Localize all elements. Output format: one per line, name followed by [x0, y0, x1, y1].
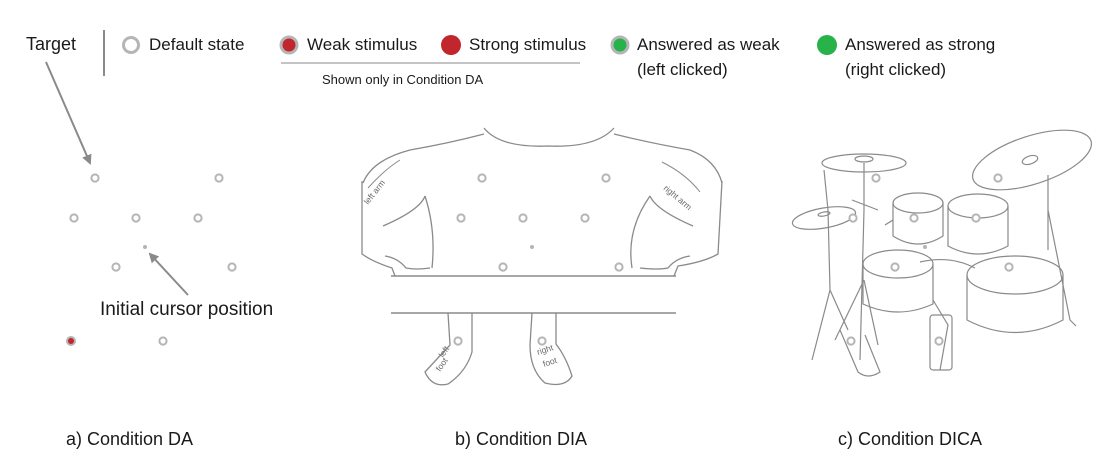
initial-cursor-label: Initial cursor position	[100, 299, 274, 320]
right-arm-tick	[661, 161, 701, 193]
legend-answered-strong-label: Answered as strong	[845, 35, 996, 54]
legend-answered-weak-marker	[610, 35, 630, 55]
caption-condition-dica: c) Condition DICA	[838, 429, 983, 449]
right-foot-outline	[529, 312, 573, 386]
right-arm-inner	[630, 195, 651, 269]
target-marker	[846, 336, 856, 346]
target-marker	[111, 262, 121, 272]
target-marker	[614, 262, 624, 272]
cymbal-crash	[791, 206, 857, 230]
target-arrow	[45, 61, 92, 165]
hihat-pedal	[839, 329, 881, 377]
target-marker	[601, 173, 611, 183]
body-left-shoulder	[362, 133, 485, 184]
target-marker	[214, 173, 224, 183]
target-marker	[909, 213, 919, 223]
target-marker	[580, 213, 590, 223]
legend-answered-weak-label: Answered as weak	[637, 35, 780, 54]
target-marker	[456, 213, 466, 223]
ride-stand	[1047, 175, 1077, 327]
bass-drum-top	[966, 255, 1064, 295]
target-marker	[498, 262, 508, 272]
left-arm-contour	[382, 195, 426, 227]
left-foot-outline	[424, 312, 473, 386]
legend-default-label: Default state	[149, 35, 245, 54]
target-marker	[518, 213, 528, 223]
legend-target-label: Target	[26, 34, 77, 54]
target-marker	[537, 336, 547, 346]
pedal	[929, 314, 953, 371]
target-marker	[890, 262, 900, 272]
cursor-arrow	[148, 252, 189, 296]
right-foot-label-1: right	[536, 342, 555, 357]
target-marker	[993, 173, 1003, 183]
target-marker	[871, 173, 881, 183]
right-arm-contour	[649, 195, 694, 227]
target-marker	[90, 173, 100, 183]
body-neck-outline	[483, 127, 615, 147]
initial-cursor-dot	[143, 245, 147, 249]
hihat-stand	[834, 163, 879, 361]
target-marker	[971, 213, 981, 223]
target-marker	[453, 336, 463, 346]
crash-stand	[811, 169, 849, 361]
target-marker	[69, 213, 79, 223]
legend-strong-label: Strong stimulus	[469, 35, 587, 54]
target-marker	[934, 336, 944, 346]
right-hand	[639, 255, 691, 270]
dica-cursor-dot	[923, 245, 927, 249]
right-foot-label-2: foot	[542, 355, 559, 369]
weak-stimulus-marker	[66, 336, 76, 346]
legend-answered-strong-sub: (right clicked)	[845, 60, 947, 79]
right-arm-label: right arm	[662, 183, 694, 212]
left-arm-label: left arm	[362, 178, 387, 206]
target-marker	[1004, 262, 1014, 272]
dia-cursor-dot	[530, 245, 534, 249]
left-arm-tick	[367, 159, 401, 189]
left-foot-label-2: foot	[433, 355, 450, 373]
target-marker	[158, 336, 168, 346]
caption-condition-da: a) Condition DA	[66, 429, 194, 449]
legend-da-note: Shown only in Condition DA	[322, 72, 484, 87]
target-marker	[848, 213, 858, 223]
body-right-side	[673, 180, 723, 277]
legend-weak-label: Weak stimulus	[307, 35, 418, 54]
target-marker	[477, 173, 487, 183]
dia-targets	[453, 173, 624, 346]
panel-condition-dia	[361, 127, 723, 386]
legend-weak-marker	[279, 35, 299, 55]
body-left-side	[361, 181, 396, 277]
caption-condition-dia: b) Condition DIA	[455, 429, 588, 449]
body-right-shoulder	[613, 133, 723, 184]
target-marker	[227, 262, 237, 272]
dica-targets	[846, 173, 1014, 346]
target-marker	[193, 213, 203, 223]
left-hand	[384, 255, 431, 270]
panel-condition-da	[45, 61, 237, 346]
tom-left-top	[892, 192, 944, 214]
legend-default-marker	[122, 36, 140, 54]
left-arm-inner	[424, 195, 434, 269]
target-marker	[131, 213, 141, 223]
legend-answered-strong-marker	[817, 35, 837, 55]
legend-answered-weak-sub: (left clicked)	[637, 60, 728, 79]
cymbal-ride	[971, 129, 1093, 191]
panel-condition-dica	[791, 129, 1093, 377]
legend-strong-marker	[441, 35, 461, 55]
